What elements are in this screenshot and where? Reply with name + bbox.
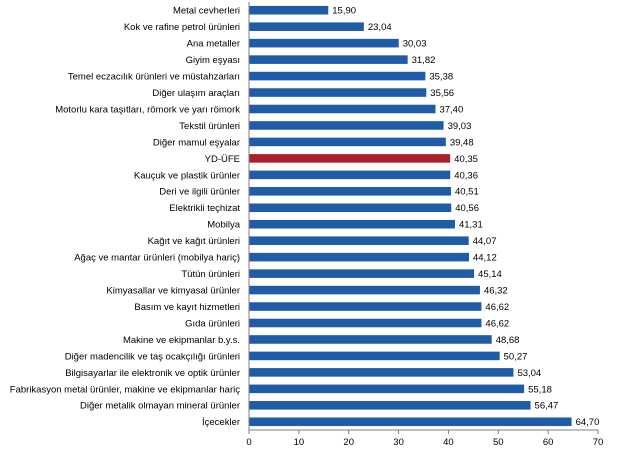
category-label: Mobilya — [207, 220, 240, 231]
bar-kok-ve-rafine-petrol-urunleri — [249, 22, 364, 31]
x-tick-label: 60 — [543, 437, 554, 448]
category-label: Metal cevherleri — [173, 6, 240, 17]
category-label: Giyim eşyası — [186, 55, 240, 66]
x-tick-label: 40 — [443, 437, 454, 448]
bars-group — [249, 5, 572, 427]
value-label: 23,04 — [368, 22, 392, 33]
value-label: 39,48 — [450, 137, 474, 148]
bar-motorlu-kara-tasitlari-romork-ve-yari-romork — [249, 104, 436, 114]
value-label: 46,32 — [484, 285, 508, 296]
bar-tutun-urunleri — [249, 269, 475, 278]
value-label: 41,31 — [459, 220, 483, 231]
category-label: Kağıt ve kağıt ürünleri — [148, 236, 240, 247]
category-label: Ağaç ve mantar ürünleri (mobilya hariç) — [74, 253, 240, 264]
value-label: 50,27 — [504, 351, 528, 362]
value-label: 35,38 — [429, 71, 453, 82]
category-label: Bilgisayarlar ile elektronik ve optik ür… — [65, 368, 240, 379]
value-label: 39,03 — [448, 121, 472, 132]
bar-ana-metaller — [249, 38, 399, 48]
bar-basim-ve-kayit-hizmetleri — [249, 302, 482, 311]
bar-kaucuk-ve-plastik-urunler — [249, 170, 451, 180]
value-label: 44,12 — [473, 253, 497, 264]
bar-temel-eczacilik-urunleri-ve-mustahzarlari — [249, 71, 426, 81]
bar-bilgisayarlar-ile-elektronik-ve-optik-urunler — [249, 368, 514, 377]
value-label: 48,68 — [496, 335, 520, 346]
value-label: 45,14 — [478, 269, 502, 280]
category-label: Gıda ürünleri — [185, 318, 240, 329]
bar-kimyasallar-ve-kimyasal-urunler — [249, 285, 480, 295]
bar-diger-madencilik-ve-tas-ocakciligi-urunleri — [249, 351, 500, 361]
bar-diger-metalik-olmayan-mineral-urunler — [249, 401, 531, 410]
category-label: Fabrikasyon metal ürünler, makine ve eki… — [10, 384, 240, 395]
category-label: Diğer ulaşım araçları — [152, 88, 240, 99]
x-tick-label: 50 — [493, 437, 504, 448]
bar-elektrikli-techizat — [249, 203, 452, 213]
bar-agac-ve-mantar-urunleri-mobilya-haric — [249, 252, 469, 262]
bar-giyim-esyasi — [249, 55, 408, 64]
value-label: 44,07 — [473, 236, 497, 247]
x-tick-label: 30 — [393, 437, 404, 448]
category-label: Motorlu kara taşıtları, römork ve yarı r… — [55, 104, 240, 115]
category-label: Tekstil ürünleri — [179, 121, 240, 132]
x-tick-label: 70 — [593, 437, 604, 448]
value-label: 40,35 — [454, 154, 478, 165]
value-label: 40,36 — [454, 170, 478, 181]
category-label: Diğer mamul eşyalar — [153, 137, 240, 148]
bar-gida-urunleri — [249, 318, 482, 328]
value-label: 40,56 — [455, 203, 479, 214]
bar-diger-mamul-esyalar — [249, 137, 446, 147]
value-label: 31,82 — [412, 55, 436, 66]
bar-yd-ufe — [249, 154, 451, 163]
category-label: YD-ÜFE — [205, 154, 240, 165]
category-label: Ana metaller — [187, 39, 240, 50]
bar-diger-ulasim-araclari — [249, 88, 427, 97]
value-label: 35,56 — [430, 88, 454, 99]
category-label: Kimyasallar ve kimyasal ürünler — [106, 285, 240, 296]
value-label: 56,47 — [535, 401, 559, 412]
x-tick-label: 0 — [246, 437, 251, 448]
category-label: Makine ve ekipmanlar b.y.s. — [123, 335, 240, 346]
category-label: İçecekler — [202, 417, 240, 428]
value-label: 64,70 — [576, 417, 600, 428]
category-label: Kauçuk ve plastik ürünler — [134, 170, 240, 181]
bar-i-cecekler — [249, 417, 572, 427]
value-label: 53,04 — [517, 368, 541, 379]
bar-makine-ve-ekipmanlar-b-y-s — [249, 335, 492, 344]
value-label: 55,18 — [528, 384, 552, 395]
value-label: 15,90 — [332, 6, 356, 17]
category-label: Kok ve rafine petrol ürünleri — [124, 22, 240, 33]
bar-metal-cevherleri — [249, 5, 329, 15]
category-label: Basım ve kayıt hizmetleri — [134, 302, 240, 313]
category-label: Tütün ürünleri — [181, 269, 240, 280]
bar-mobilya — [249, 219, 455, 229]
category-label: Deri ve ilgili ürünler — [159, 187, 240, 198]
bar-tekstil-urunleri — [249, 121, 444, 130]
x-tick-label: 10 — [294, 437, 305, 448]
value-label: 46,62 — [485, 318, 509, 329]
bar-fabrikasyon-metal-urunler-makine-ve-ekipmanlar-haric — [249, 384, 525, 394]
value-label: 30,03 — [403, 39, 427, 50]
value-label: 40,51 — [455, 187, 479, 198]
category-label: Temel eczacılık ürünleri ve müstahzarlar… — [68, 71, 240, 82]
bar-deri-ve-ilgili-urunler — [249, 187, 451, 196]
category-label: Diğer metalik olmayan mineral ürünler — [80, 401, 240, 412]
category-label: Diğer madencilik ve taş ocakçılığı ürünl… — [65, 351, 240, 362]
axes-group: 0 10 20 30 40 50 60 70 — [246, 2, 603, 448]
value-label: 37,40 — [439, 104, 463, 115]
value-label: 46,62 — [485, 302, 509, 313]
bar-kagit-ve-kagit-urunleri — [249, 236, 469, 245]
labels-group: Metal cevherleri 15,90 Kok ve rafine petro… — [10, 6, 600, 429]
category-label: Elektrikli teçhizat — [169, 203, 240, 214]
x-tick-label: 20 — [343, 437, 354, 448]
